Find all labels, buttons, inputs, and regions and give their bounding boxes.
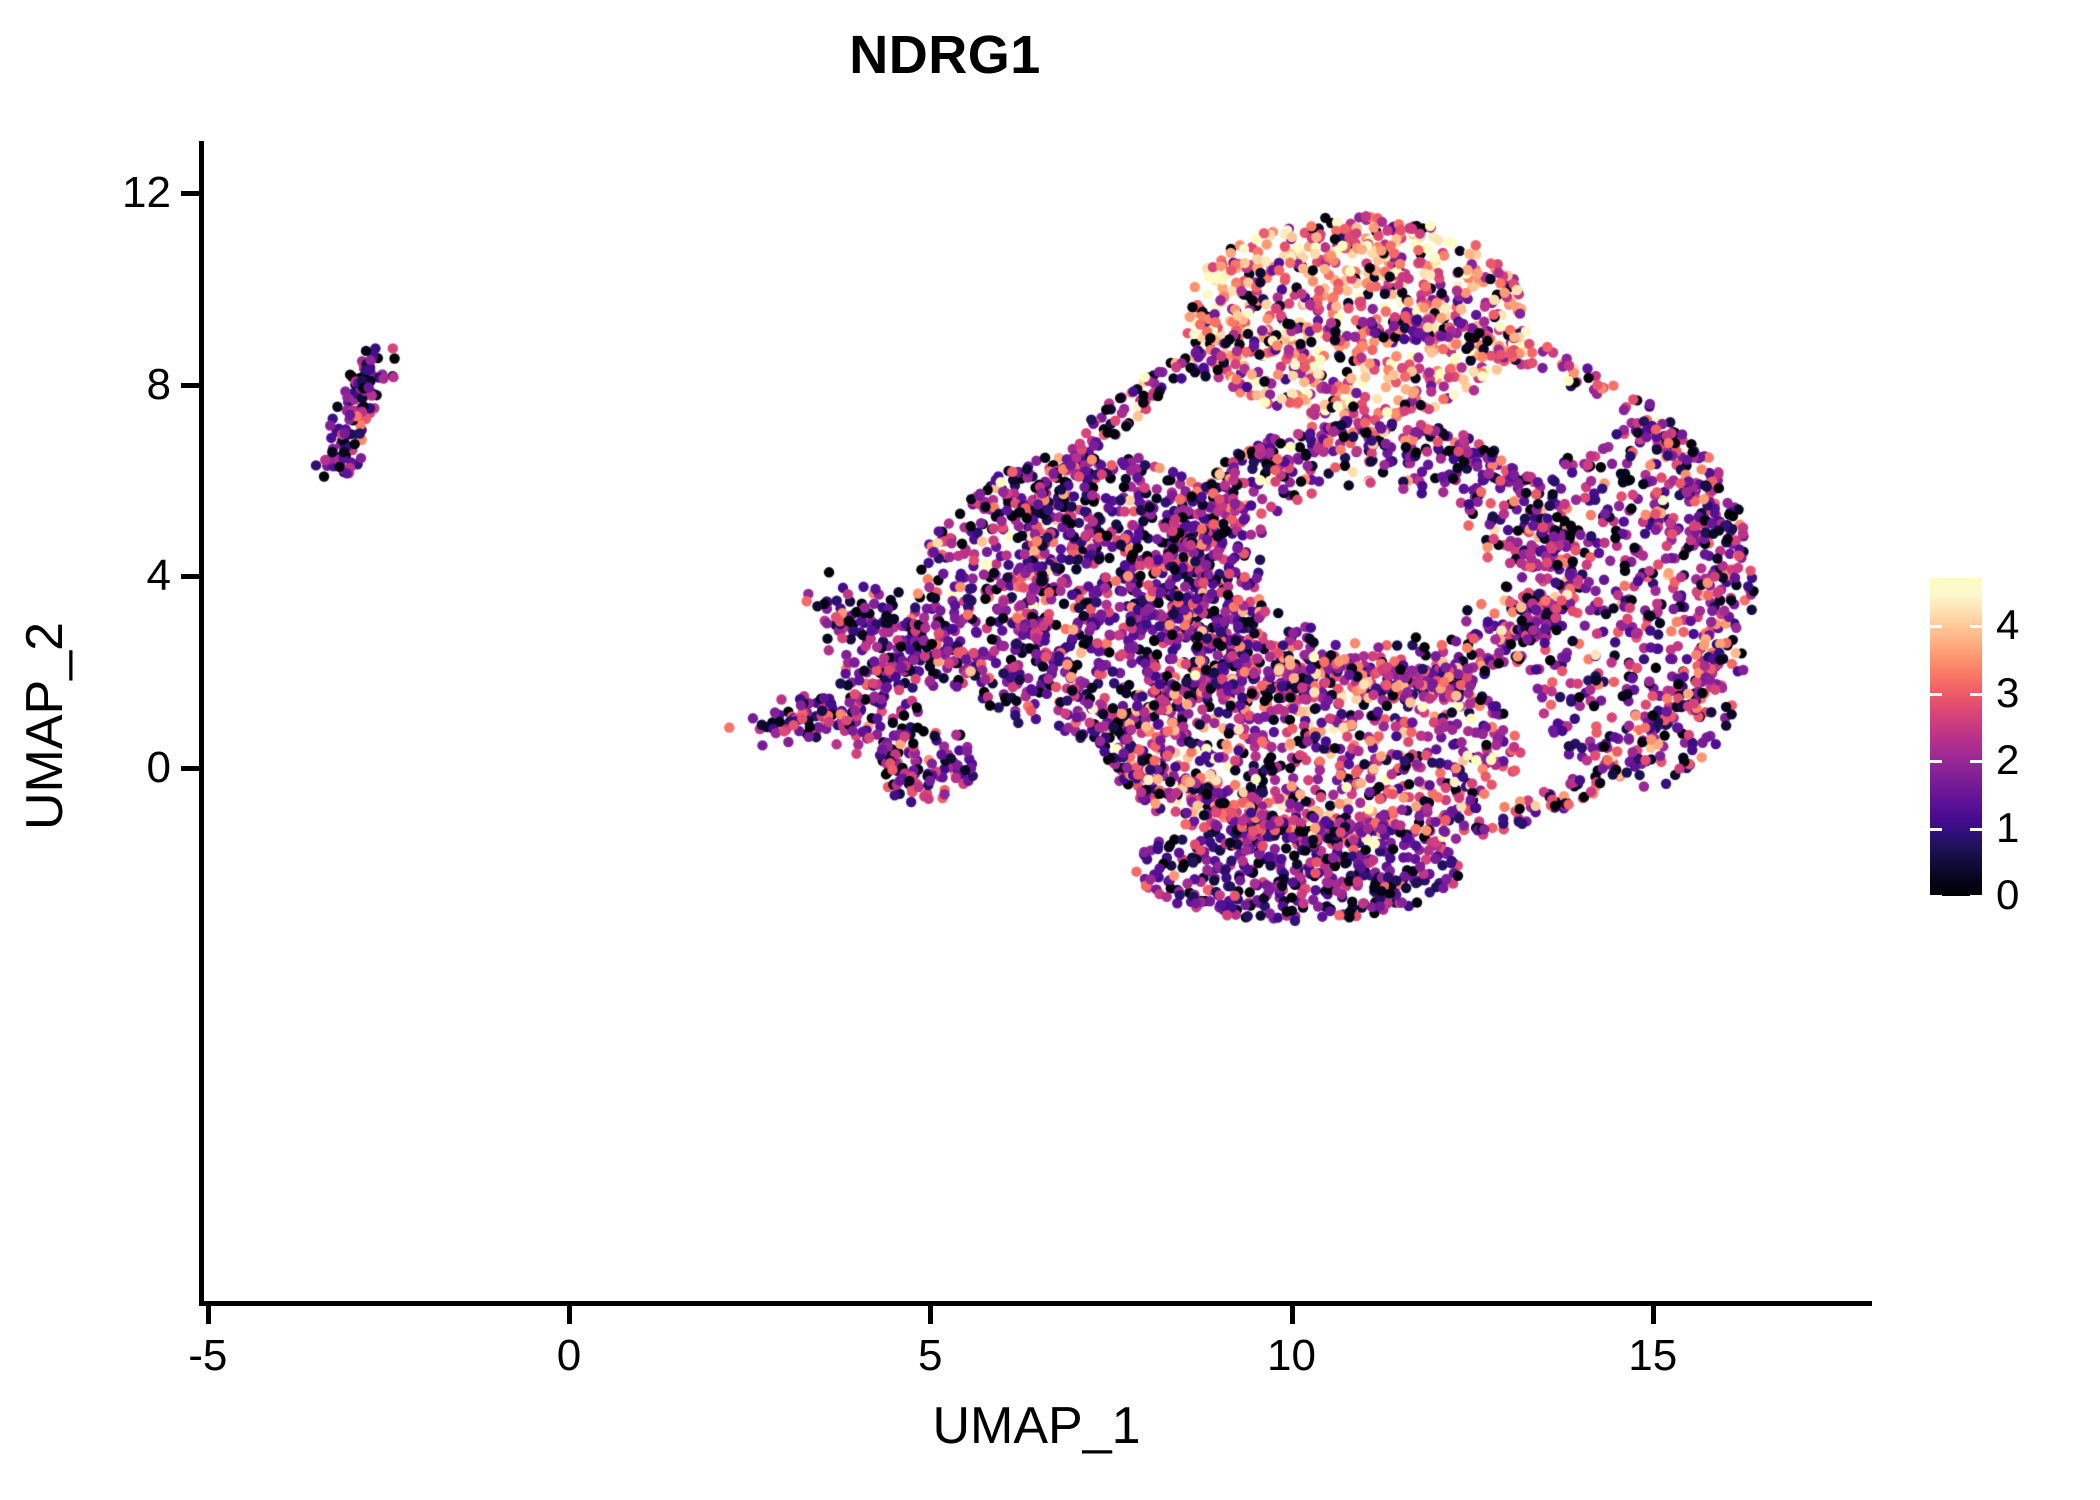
colorbar-tick-mark	[1930, 760, 1942, 763]
y-tick-mark	[181, 191, 199, 197]
colorbar-tick-mark	[1970, 828, 1982, 831]
plot-panel	[203, 143, 1870, 1303]
y-tick-mark	[181, 574, 199, 580]
y-tick-label: 0	[146, 743, 171, 792]
colorbar-legend: 0 1 2 3 4	[1930, 578, 2080, 916]
colorbar-tick-mark	[1930, 693, 1942, 696]
x-tick-mark	[1289, 1306, 1295, 1324]
colorbar-tick-mark	[1970, 625, 1982, 628]
x-tick-label: 15	[1628, 1331, 1678, 1380]
colorbar-label: 2	[1996, 736, 2020, 784]
y-tick-label: 8	[146, 359, 171, 409]
colorbar-tick-mark	[1970, 693, 1982, 696]
colorbar-label: 1	[1996, 803, 2020, 851]
x-tick-mark	[928, 1306, 934, 1324]
colorbar-label: 0	[1996, 871, 2020, 918]
y-tick-label: 12	[122, 168, 171, 218]
colorbar-gradient	[1930, 578, 1982, 896]
y-tick-mark	[181, 382, 199, 388]
colorbar-label: 4	[1996, 601, 2020, 649]
colorbar-tick-mark	[1970, 760, 1982, 763]
colorbar-tick-mark	[1970, 895, 1982, 898]
colorbar-tick-mark	[1930, 828, 1942, 831]
x-tick-label: 5	[918, 1331, 943, 1380]
scatter-points-layer	[203, 143, 1870, 1303]
x-axis-line	[199, 1301, 1872, 1306]
x-tick-label: 10	[1267, 1331, 1316, 1380]
colorbar-tick-mark	[1930, 625, 1942, 628]
x-tick-label: -5	[188, 1331, 228, 1380]
x-tick-mark	[1650, 1306, 1656, 1324]
x-tick-label: 0	[556, 1331, 582, 1380]
x-axis-title: UMAP_1	[932, 1397, 1141, 1455]
y-tick-label: 4	[146, 551, 171, 601]
y-tick-mark	[181, 766, 199, 771]
y-axis-line	[199, 141, 204, 1306]
x-tick-mark	[567, 1306, 572, 1324]
page-title: NDRG1	[849, 25, 1041, 85]
colorbar-label: 3	[1996, 668, 2020, 716]
colorbar-tick-mark	[1930, 895, 1942, 898]
y-axis-title: UMAP_2	[16, 621, 74, 831]
x-tick-mark	[205, 1306, 211, 1324]
